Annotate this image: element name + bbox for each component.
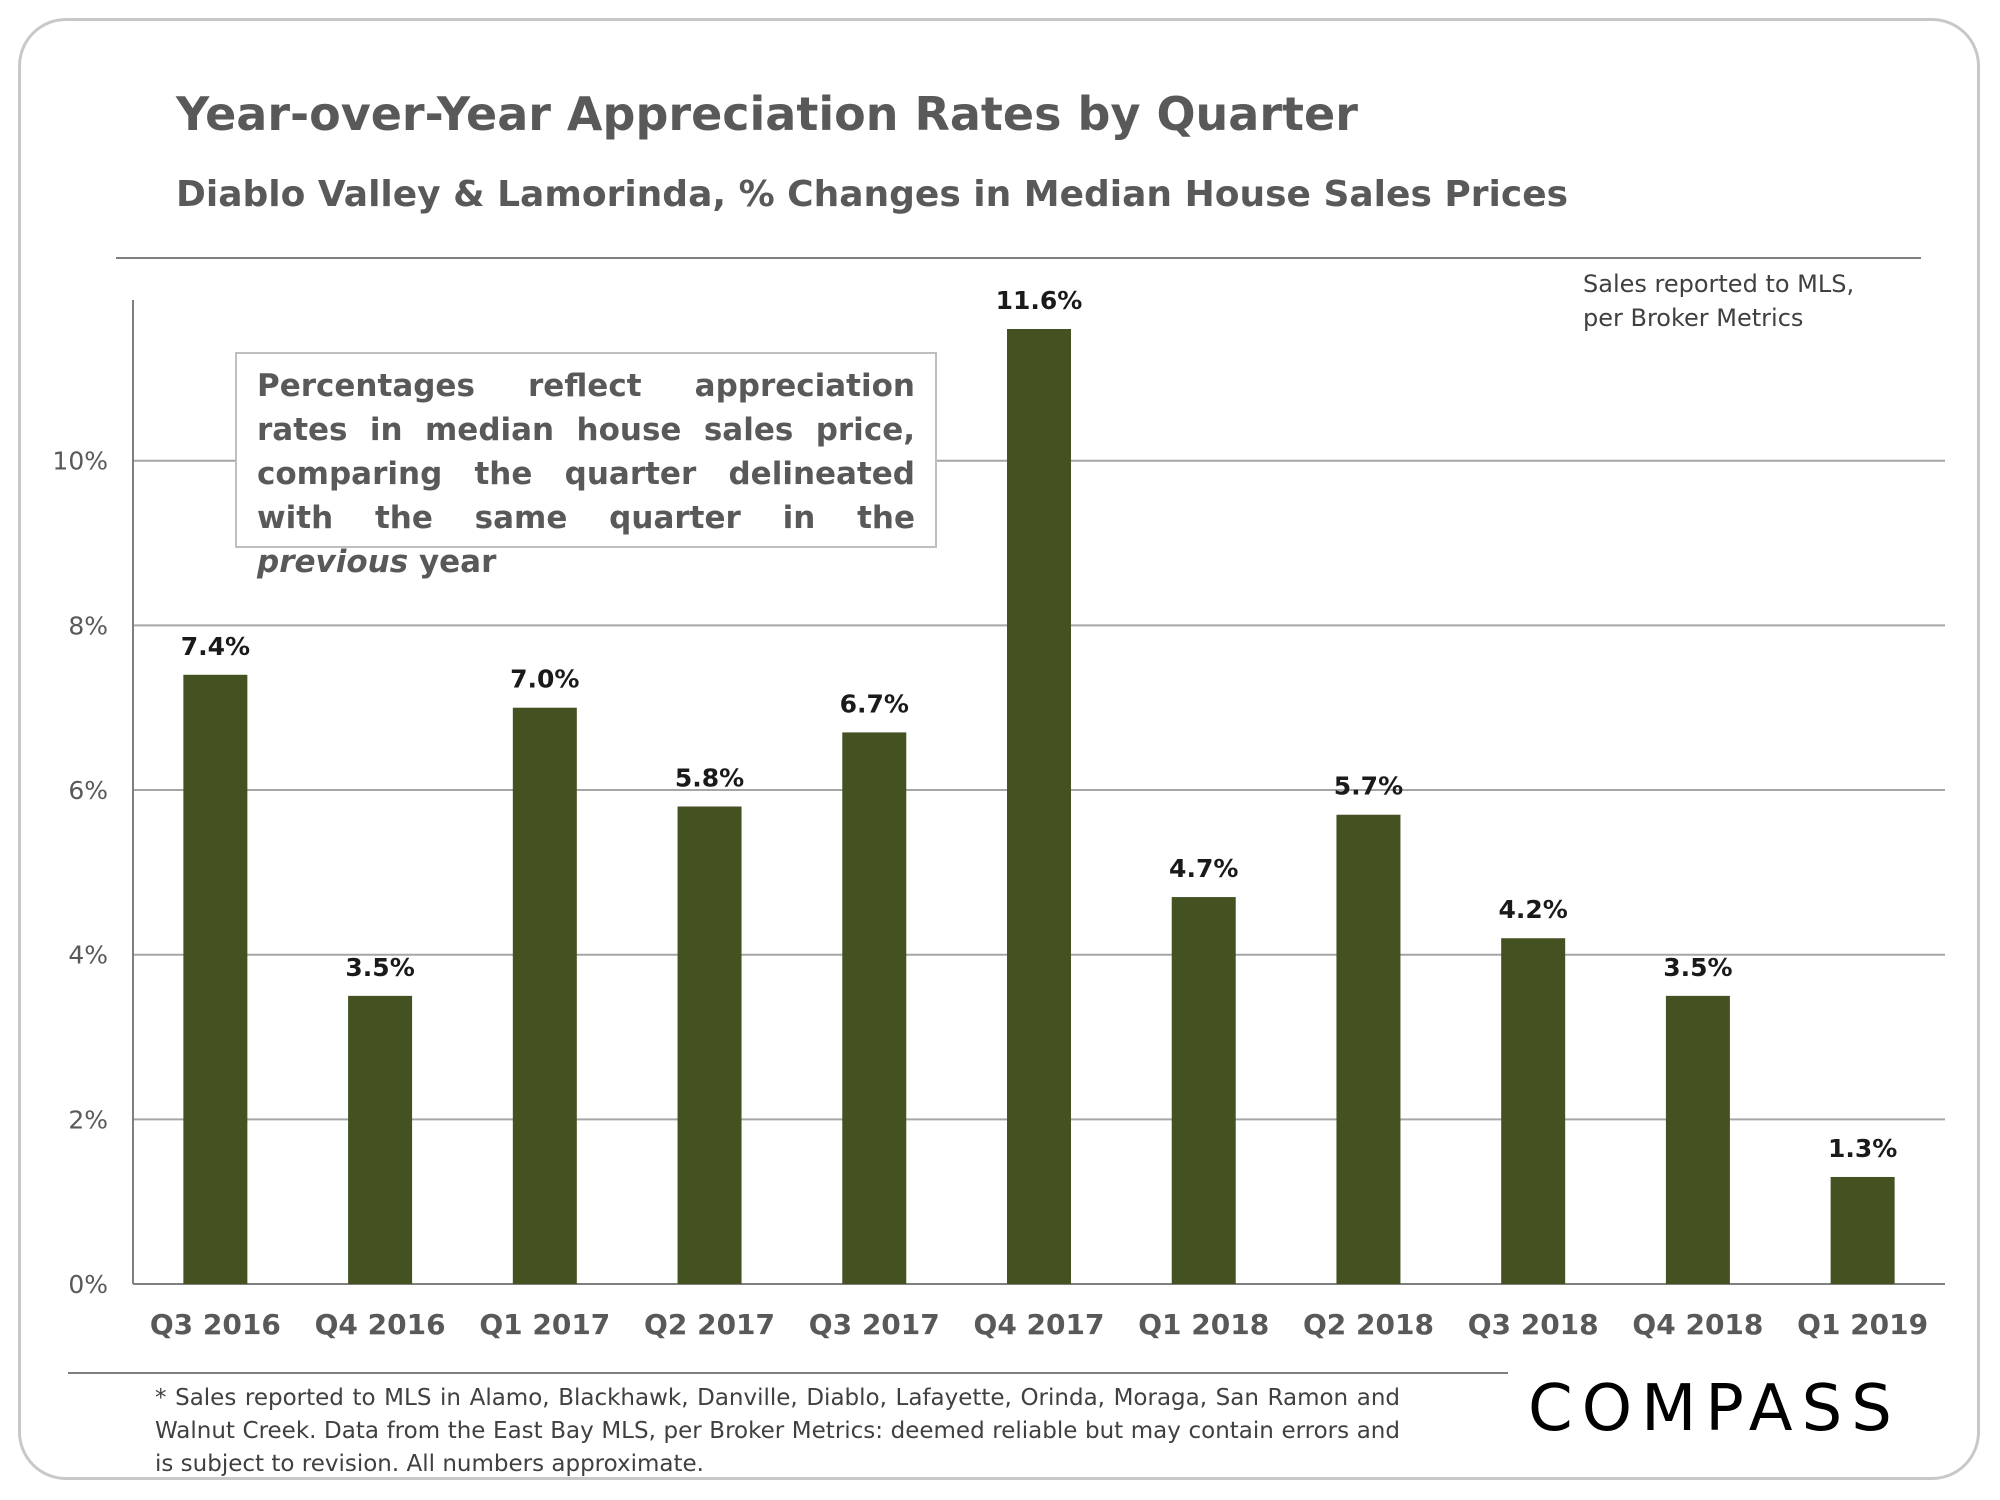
bar-value-label: 5.7% (1334, 772, 1403, 801)
x-tick-label: Q3 2018 (1468, 1308, 1599, 1341)
bar-value-label: 3.5% (1663, 953, 1732, 982)
x-tick-label: Q4 2018 (1632, 1308, 1763, 1341)
bar (1171, 897, 1236, 1284)
callout-text-before: Percentages reflect appreciation rates i… (257, 368, 915, 536)
header-divider (116, 257, 1921, 259)
bar (677, 806, 742, 1284)
y-tick-label: 10% (52, 447, 108, 476)
bar-value-label: 6.7% (840, 689, 909, 718)
bar-value-label: 5.8% (675, 764, 744, 793)
bar-value-label: 4.7% (1169, 854, 1238, 883)
y-tick-label: 2% (68, 1105, 108, 1134)
bar-value-label: 3.5% (345, 953, 414, 982)
bar-value-label: 7.0% (510, 665, 579, 694)
bar (348, 995, 413, 1284)
x-tick-label: Q4 2016 (315, 1308, 446, 1341)
bar-value-label: 11.6% (996, 286, 1083, 315)
x-tick-label: Q2 2017 (644, 1308, 775, 1341)
x-tick-label: Q4 2017 (974, 1308, 1105, 1341)
x-tick-label: Q2 2018 (1303, 1308, 1434, 1341)
bar (842, 732, 907, 1284)
x-tick-label: Q3 2017 (809, 1308, 940, 1341)
bar (1501, 938, 1566, 1284)
explanation-callout: Percentages reflect appreciation rates i… (235, 352, 937, 580)
y-tick-label: 4% (68, 941, 108, 970)
bar-value-label: 4.2% (1499, 895, 1568, 924)
footer-divider (68, 1372, 1508, 1374)
bar (1830, 1176, 1895, 1284)
y-tick-label: 0% (68, 1270, 108, 1299)
source-note: Sales reported to MLS, per Broker Metric… (1583, 267, 1854, 335)
bar (183, 674, 248, 1284)
source-note-line-2: per Broker Metrics (1583, 304, 1804, 332)
x-tick-label: Q1 2018 (1138, 1308, 1269, 1341)
callout-text-after: year (408, 544, 497, 580)
x-tick-label: Q1 2017 (479, 1308, 610, 1341)
bar (1007, 329, 1071, 1284)
chart-title: Year-over-Year Appreciation Rates by Qua… (176, 87, 1358, 141)
chart-subtitle: Diablo Valley & Lamorinda, % Changes in … (176, 174, 1569, 215)
x-tick-label: Q3 2016 (150, 1308, 281, 1341)
bar-value-label: 1.3% (1828, 1134, 1897, 1163)
y-tick-label: 8% (68, 611, 108, 640)
bar (1665, 995, 1730, 1284)
footnote: * Sales reported to MLS in Alamo, Blackh… (155, 1385, 1400, 1477)
bar (1336, 814, 1401, 1284)
callout-emphasis: previous (257, 544, 409, 580)
y-tick-label: 6% (68, 776, 108, 805)
bar-value-label: 7.4% (181, 632, 250, 661)
source-note-line-1: Sales reported to MLS, (1583, 270, 1855, 298)
x-tick-label: Q1 2019 (1797, 1308, 1928, 1341)
bar (512, 707, 577, 1284)
chart-card: Year-over-Year Appreciation Rates by Qua… (18, 18, 1980, 1480)
compass-logo: COMPASS (1528, 1372, 1901, 1446)
